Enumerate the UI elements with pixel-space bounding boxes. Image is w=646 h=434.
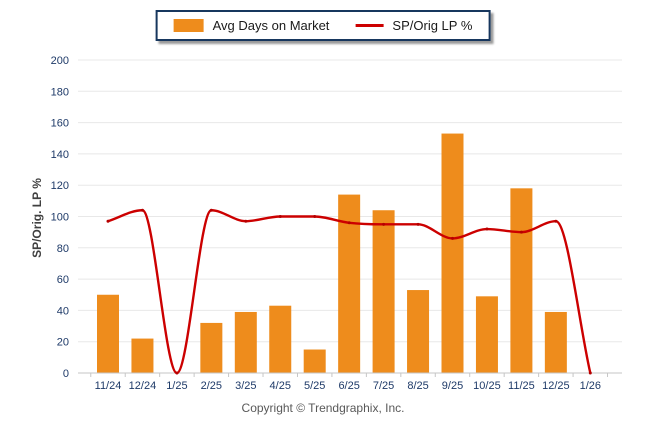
y-tick-label: 140 <box>51 149 69 161</box>
bar-4/25 <box>269 305 292 373</box>
line-point-10/25 <box>485 227 489 231</box>
copyright-text: Copyright © Trendgraphix, Inc. <box>241 401 405 415</box>
x-tick-label: 7/25 <box>373 380 394 392</box>
x-tick-label: 2/25 <box>201 380 222 392</box>
y-tick-label: 100 <box>51 212 69 224</box>
legend-item-sp-orig: SP/Orig LP % <box>355 18 472 33</box>
line-point-1/25 <box>175 371 179 375</box>
x-tick-label: 6/25 <box>338 380 359 392</box>
line-point-12/24 <box>140 208 144 212</box>
x-tick-label: 11/25 <box>508 380 535 392</box>
legend: Avg Days on Market SP/Orig LP % <box>155 10 491 41</box>
x-tick-label: 1/25 <box>166 380 187 392</box>
line-point-3/25 <box>244 219 248 223</box>
y-tick-label: 80 <box>57 243 69 255</box>
y-tick-label: 40 <box>57 305 69 317</box>
bar-5/25 <box>303 349 326 373</box>
bar-12/24 <box>131 338 154 373</box>
line-point-1/26 <box>588 371 592 375</box>
line-point-11/25 <box>519 230 523 234</box>
line-point-7/25 <box>382 222 386 226</box>
x-tick-label: 10/25 <box>473 380 501 392</box>
y-tick-label: 20 <box>57 337 69 349</box>
line-point-11/24 <box>106 219 110 223</box>
bar-2/25 <box>200 322 223 373</box>
bar-11/25 <box>510 188 533 373</box>
line-point-2/25 <box>209 208 213 212</box>
line-point-8/25 <box>416 222 420 226</box>
x-tick-label: 11/24 <box>95 380 122 392</box>
bar-swatch-icon <box>173 19 204 32</box>
bar-11/24 <box>97 294 119 373</box>
line-point-12/25 <box>554 219 558 223</box>
bar-3/25 <box>234 311 257 373</box>
x-tick-label: 5/25 <box>304 380 325 392</box>
y-tick-label: 160 <box>51 118 69 130</box>
legend-item-avg-days: Avg Days on Market <box>173 18 330 33</box>
bar-6/25 <box>338 194 361 373</box>
y-tick-label: 120 <box>51 180 69 192</box>
y-axis-title: SP/Orig. LP % <box>30 178 44 258</box>
x-tick-label: 3/25 <box>235 380 256 392</box>
y-tick-label: 60 <box>57 274 69 286</box>
line-swatch-icon <box>355 24 384 27</box>
legend-label-sp-orig: SP/Orig LP % <box>392 18 473 33</box>
x-tick-label: 9/25 <box>442 380 463 392</box>
line-point-4/25 <box>278 215 282 218</box>
x-tick-label: 12/24 <box>129 380 157 392</box>
bar-12/25 <box>544 311 567 373</box>
y-tick-label: 200 <box>51 55 69 67</box>
line-point-6/25 <box>347 221 351 225</box>
x-tick-label: 4/25 <box>270 380 291 392</box>
line-point-9/25 <box>451 236 454 240</box>
y-tick-label: 180 <box>51 86 69 98</box>
bar-10/25 <box>475 296 498 373</box>
bar-9/25 <box>441 133 464 373</box>
bar-8/25 <box>407 290 430 373</box>
line-point-5/25 <box>313 215 317 218</box>
y-tick-label: 0 <box>63 368 69 380</box>
x-tick-label: 8/25 <box>407 380 428 392</box>
legend-label-avg-days: Avg Days on Market <box>212 18 330 33</box>
x-tick-label: 12/25 <box>542 380 570 392</box>
x-tick-label: 1/26 <box>580 380 601 392</box>
bar-7/25 <box>372 210 395 373</box>
